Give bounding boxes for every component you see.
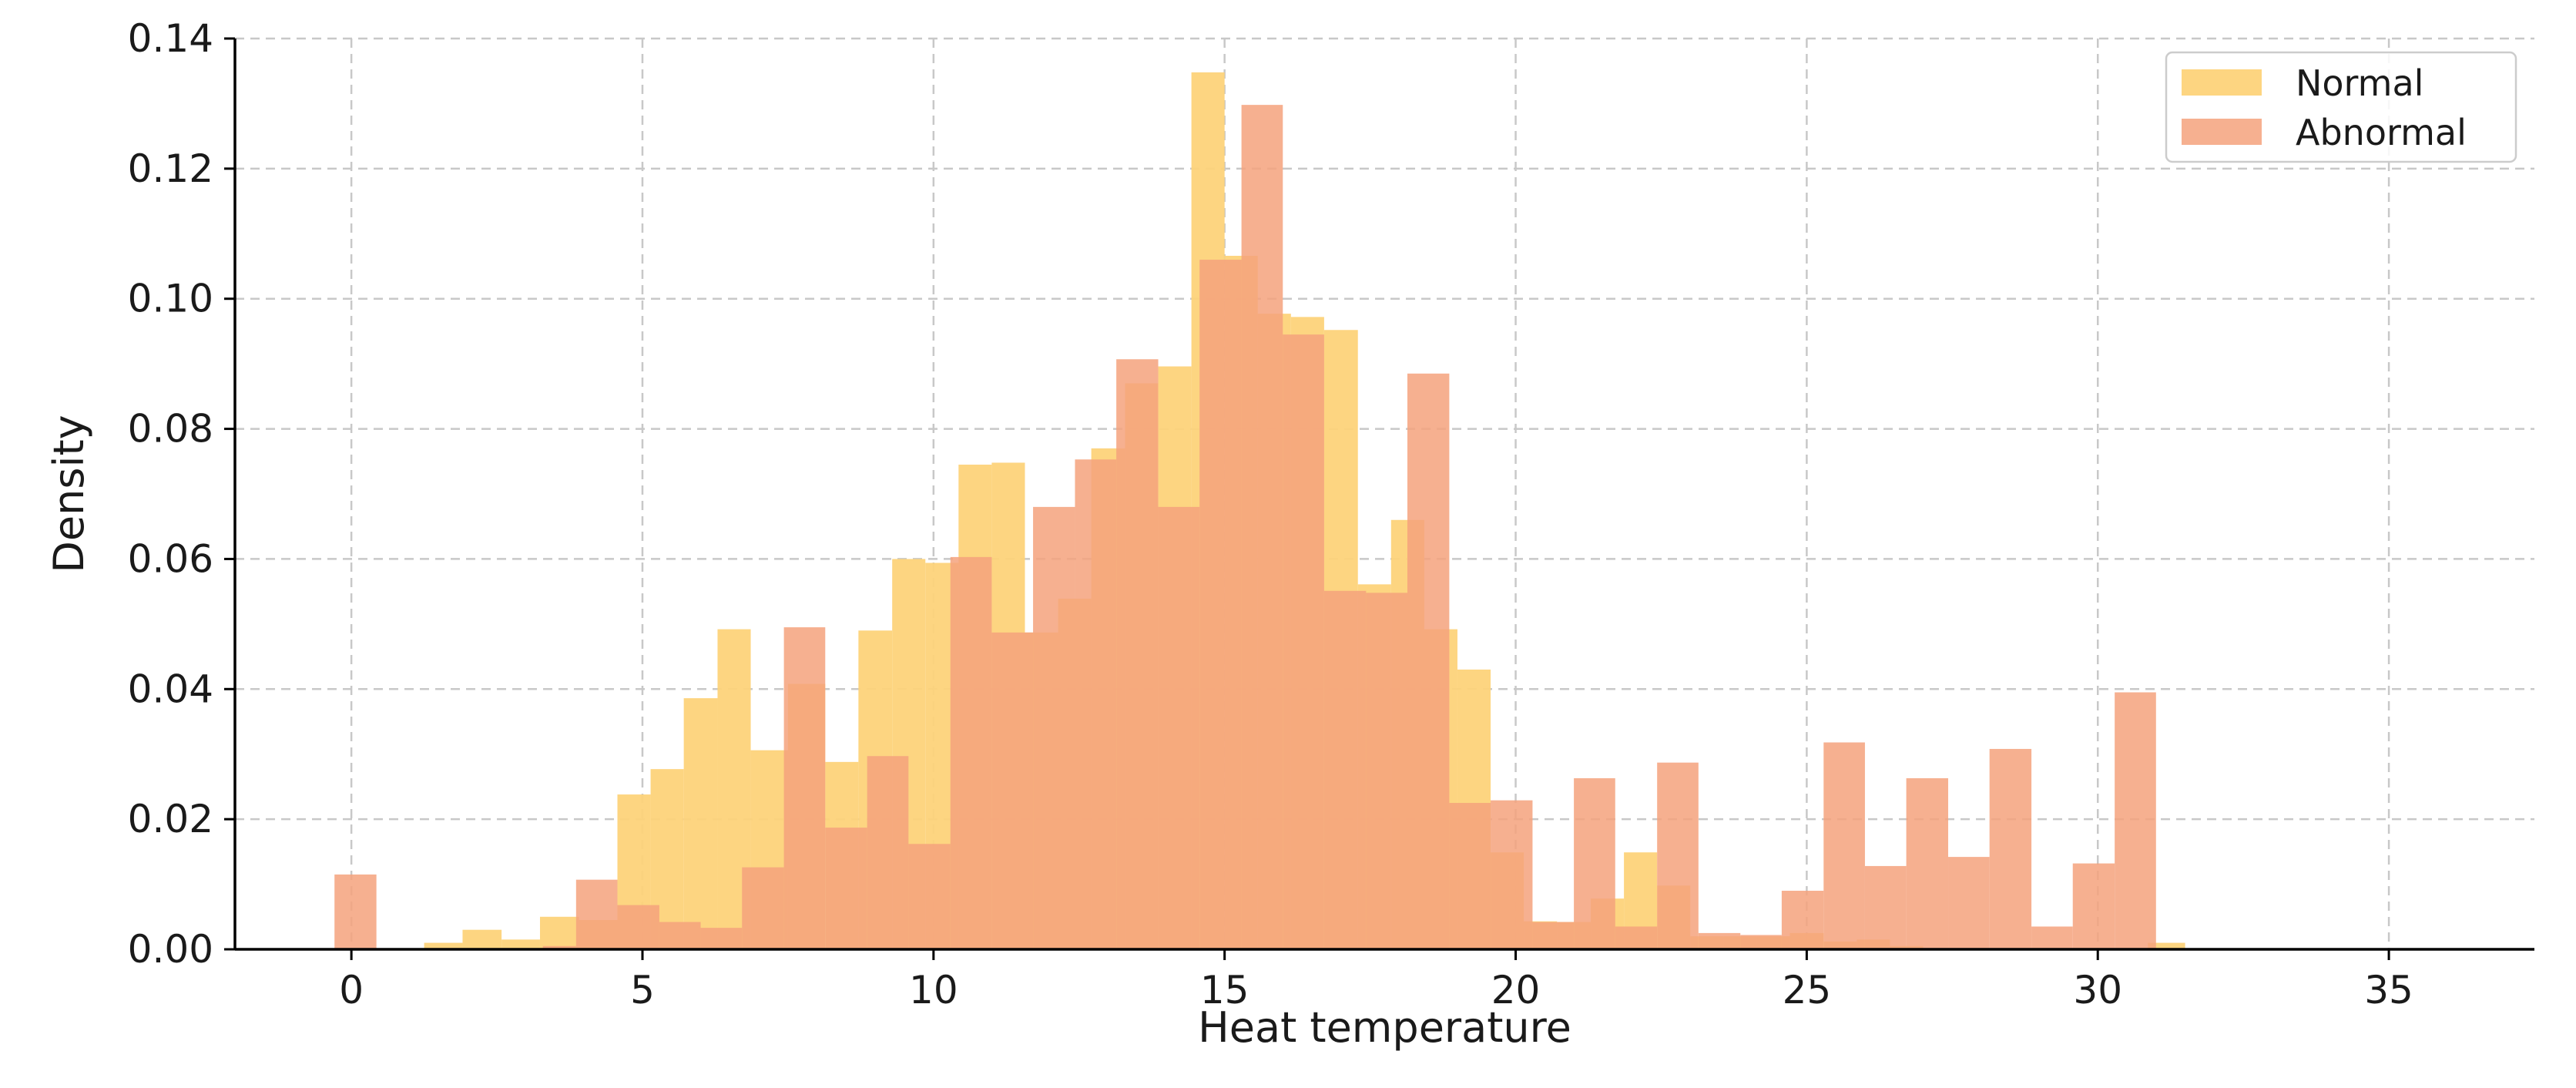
legend-swatch-normal bbox=[2182, 69, 2262, 96]
x-ticks: 0 5 10 15 20 25 30 35 bbox=[339, 949, 2413, 1012]
bar-abnormal-9 bbox=[867, 756, 909, 949]
bar-abnormal-27 bbox=[1615, 926, 1658, 949]
bar-abnormal-31 bbox=[1781, 891, 1824, 949]
y-tick-label-7: 0.14 bbox=[128, 16, 213, 61]
y-tick-label-1: 0.02 bbox=[128, 797, 213, 841]
bar-abnormal-35 bbox=[1948, 857, 1990, 949]
y-tick-label-4: 0.08 bbox=[128, 407, 213, 452]
bar-normal-1 bbox=[462, 929, 502, 949]
x-tick-label-5: 25 bbox=[1783, 968, 1832, 1012]
bar-abnormal-4 bbox=[659, 922, 701, 949]
bar-normal-2 bbox=[501, 939, 540, 949]
bar-abnormal-7 bbox=[783, 627, 826, 949]
bar-abnormal-37 bbox=[2031, 926, 2073, 949]
bar-abnormal-21 bbox=[1366, 593, 1407, 949]
x-tick-label-7: 35 bbox=[2364, 968, 2413, 1012]
bar-abnormal-2 bbox=[575, 879, 618, 949]
bar-normal-7 bbox=[683, 698, 718, 949]
bar-abnormal-17 bbox=[1199, 260, 1242, 949]
y-axis-label: Density bbox=[45, 415, 93, 573]
x-tick-label-3: 15 bbox=[1200, 968, 1249, 1012]
bar-abnormal-13 bbox=[1033, 506, 1075, 949]
bar-abnormal-22 bbox=[1407, 373, 1450, 949]
bar-normal-0 bbox=[424, 942, 463, 949]
legend-label-normal: Normal bbox=[2296, 62, 2423, 104]
x-tick-label-6: 30 bbox=[2073, 968, 2122, 1012]
bar-abnormal-34 bbox=[1906, 777, 1949, 949]
bar-abnormal-38 bbox=[2072, 863, 2115, 949]
bar-abnormal-30 bbox=[1740, 935, 1782, 949]
y-tick-label-0: 0.00 bbox=[128, 927, 213, 972]
x-axis-label: Heat temperature bbox=[1198, 1003, 1571, 1052]
bar-abnormal-6 bbox=[742, 867, 784, 949]
x-tick-label-1: 5 bbox=[630, 968, 655, 1012]
bar-abnormal-18 bbox=[1241, 105, 1283, 949]
x-tick-label-4: 20 bbox=[1491, 968, 1541, 1012]
legend-label-abnormal: Abnormal bbox=[2296, 112, 2467, 153]
bar-normal-44 bbox=[2148, 942, 2185, 949]
bar-abnormal-20 bbox=[1323, 590, 1367, 949]
bar-abnormal-36 bbox=[1989, 748, 2032, 949]
bar-abnormal-15 bbox=[1116, 359, 1159, 949]
legend: Normal Abnormal bbox=[2165, 51, 2517, 163]
bar-abnormal-33 bbox=[1864, 865, 1907, 949]
bar-abnormal-25 bbox=[1532, 922, 1575, 949]
bar-abnormal-29 bbox=[1698, 932, 1741, 949]
bar-abnormal-1 bbox=[542, 945, 576, 949]
bar-abnormal-3 bbox=[617, 905, 659, 949]
bar-abnormal-26 bbox=[1574, 777, 1615, 949]
bar-abnormal-19 bbox=[1283, 334, 1324, 949]
y-ticks: 0.00 0.02 0.04 0.06 0.08 0.10 0.12 0.14 bbox=[128, 16, 235, 972]
y-tick-label-2: 0.04 bbox=[128, 667, 213, 711]
legend-swatch-abnormal bbox=[2182, 119, 2262, 145]
bar-abnormal-24 bbox=[1491, 800, 1533, 949]
bar-abnormal-8 bbox=[825, 828, 867, 949]
bar-normal-3 bbox=[539, 916, 579, 949]
series-abnormal bbox=[334, 105, 2156, 949]
bar-abnormal-32 bbox=[1823, 742, 1865, 949]
bar-abnormal-5 bbox=[700, 928, 743, 949]
x-tick-label-2: 10 bbox=[909, 968, 958, 1012]
axes bbox=[233, 39, 2534, 951]
bar-abnormal-10 bbox=[908, 844, 951, 949]
bar-abnormal-12 bbox=[991, 632, 1034, 949]
bar-abnormal-0 bbox=[334, 874, 377, 949]
bar-abnormal-23 bbox=[1449, 803, 1491, 949]
histogram-bars bbox=[334, 72, 2185, 950]
bar-abnormal-11 bbox=[950, 556, 992, 949]
y-tick-label-3: 0.06 bbox=[128, 536, 213, 581]
bar-abnormal-39 bbox=[2115, 692, 2156, 949]
bar-abnormal-14 bbox=[1075, 459, 1117, 949]
bar-abnormal-28 bbox=[1657, 762, 1699, 949]
bar-abnormal-16 bbox=[1158, 506, 1200, 949]
y-tick-label-6: 0.12 bbox=[128, 146, 213, 191]
y-tick-label-5: 0.10 bbox=[128, 277, 213, 321]
x-tick-label-0: 0 bbox=[339, 968, 364, 1012]
